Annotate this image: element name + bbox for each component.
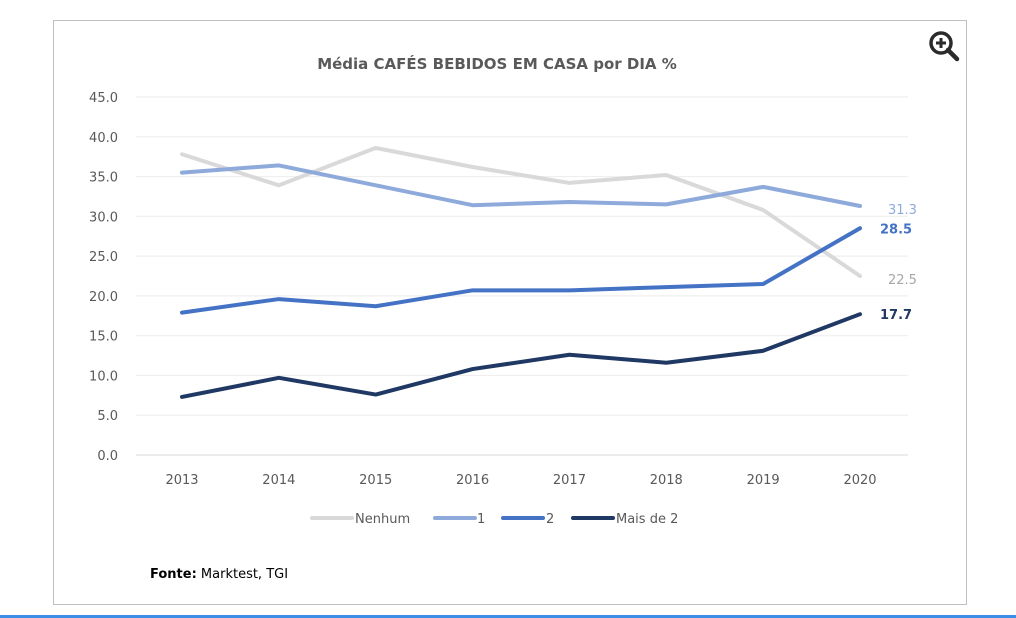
series-line-mais-de-2	[180, 312, 862, 399]
x-tick-label: 2016	[456, 473, 489, 488]
y-tick-label: 5.0	[97, 409, 118, 424]
y-tick-label: 35.0	[89, 171, 118, 186]
y-tick-label: 15.0	[89, 330, 118, 345]
data-label: 28.5	[880, 222, 912, 237]
x-axis-ticks: 2013 2014 2015 2016 2017 2018 2019 2020	[165, 473, 876, 488]
y-tick-label: 40.0	[89, 131, 118, 146]
source-note: Fonte: Marktest, TGI	[150, 567, 288, 582]
y-tick-label: 20.0	[89, 290, 118, 305]
legend-label: Nenhum	[355, 512, 410, 527]
y-axis-ticks: 0.0 5.0 10.0 15.0 20.0 25.0 30.0 35.0 40.0 45.0	[89, 91, 118, 464]
legend-label: 1	[477, 512, 485, 527]
chart-title: Média CAFÉS BEBIDOS EM CASA por DIA %	[317, 54, 677, 73]
data-label: 31.3	[888, 203, 917, 218]
x-tick-label: 2013	[165, 473, 198, 488]
data-label: 22.5	[888, 273, 917, 288]
zoom-in-icon	[929, 31, 960, 62]
x-tick-label: 2020	[843, 473, 876, 488]
series-line-2	[180, 226, 862, 315]
bottom-accent-bar	[0, 615, 1016, 618]
source-text: Marktest, TGI	[197, 567, 288, 582]
legend: Nenhum 1 2 Mais de 2	[310, 512, 678, 527]
legend-label: Mais de 2	[616, 512, 678, 527]
gridlines	[136, 96, 908, 456]
y-tick-label: 30.0	[89, 210, 118, 225]
y-tick-label: 0.0	[97, 449, 118, 464]
chart-frame	[53, 20, 967, 605]
legend-label: 2	[546, 512, 554, 527]
x-tick-label: 2017	[553, 473, 586, 488]
data-label: 17.7	[880, 308, 912, 323]
series-line-nenhum	[180, 145, 862, 278]
y-tick-label: 45.0	[89, 91, 118, 106]
x-tick-label: 2018	[650, 473, 683, 488]
x-tick-label: 2015	[359, 473, 392, 488]
series-line-1	[180, 163, 862, 208]
x-tick-label: 2014	[262, 473, 295, 488]
source-label: Fonte:	[150, 567, 197, 582]
zoom-in-button[interactable]	[926, 28, 962, 64]
y-tick-label: 10.0	[89, 369, 118, 384]
y-tick-label: 25.0	[89, 250, 118, 265]
x-tick-label: 2019	[747, 473, 780, 488]
series-lines	[180, 145, 862, 399]
end-labels: 22.5 31.3 28.5 17.7	[880, 203, 917, 323]
